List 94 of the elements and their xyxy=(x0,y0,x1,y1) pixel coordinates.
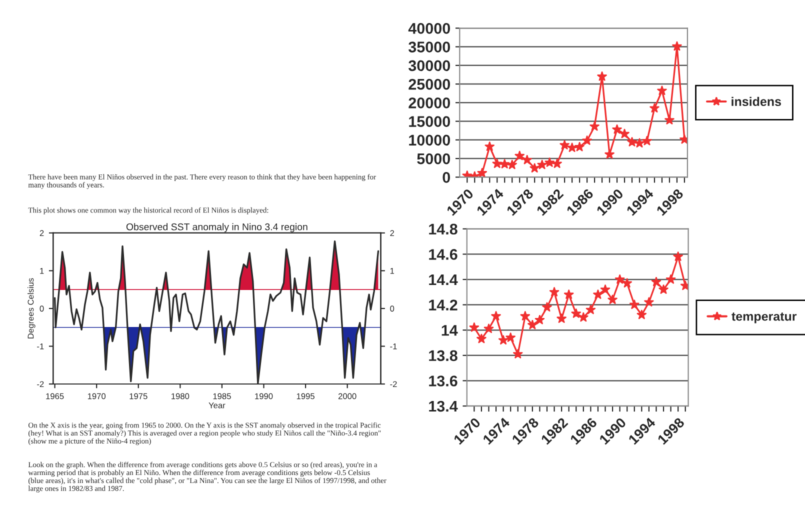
point xyxy=(570,308,582,318)
point xyxy=(626,136,638,147)
y-tick-label: 35000 xyxy=(408,42,450,52)
y-tick-label: 0 xyxy=(442,172,450,183)
point xyxy=(556,313,567,324)
y-tick-label: 40000 xyxy=(408,23,450,34)
legend-label: insidens xyxy=(732,96,781,106)
point xyxy=(622,278,632,288)
point xyxy=(514,150,525,160)
point xyxy=(596,71,608,82)
y-tick-label: 14 xyxy=(442,325,458,336)
x-tick-label: 1985 xyxy=(213,393,231,400)
point xyxy=(574,142,585,152)
point xyxy=(589,121,600,131)
point xyxy=(629,299,640,310)
point xyxy=(651,276,662,286)
point xyxy=(649,102,660,113)
y-tick-label: 10000 xyxy=(409,134,450,146)
point xyxy=(534,314,545,324)
point xyxy=(612,124,622,134)
y-tick-label: -1 xyxy=(37,344,44,350)
x-axis-title: Year xyxy=(208,402,226,408)
point xyxy=(484,141,495,152)
point xyxy=(600,284,610,294)
point xyxy=(582,135,592,146)
point xyxy=(634,138,645,148)
y-tick-label: 14.4 xyxy=(429,274,458,286)
point xyxy=(607,294,618,304)
point xyxy=(578,312,589,322)
y-tick-label: 13.4 xyxy=(429,400,458,412)
y-tick-label: 2 xyxy=(40,230,44,236)
point xyxy=(492,158,502,168)
y-tick-label: 14.8 xyxy=(429,224,458,235)
point xyxy=(498,334,508,345)
point xyxy=(592,289,604,300)
x-tick-label: 1990 xyxy=(255,393,273,400)
point xyxy=(664,114,675,125)
point xyxy=(619,128,630,138)
x-tick-label: 1980 xyxy=(172,393,190,400)
point xyxy=(505,332,516,342)
y-tick-label: 25000 xyxy=(408,78,450,90)
y2-tick-label: 2 xyxy=(390,230,394,236)
x-tick-label: 1995 xyxy=(296,393,314,400)
y2-tick-label: 1 xyxy=(390,268,394,274)
y-tick-label: 13.8 xyxy=(429,350,458,362)
y-axis-title: Degrees Celsius xyxy=(28,278,36,338)
point xyxy=(536,159,548,170)
chart-title: Observed SST anomaly in Nino 3.4 region xyxy=(126,223,308,232)
point xyxy=(527,320,538,330)
point xyxy=(549,286,560,297)
y-tick-label: 1 xyxy=(40,268,44,274)
point xyxy=(656,85,668,96)
y2-tick-label: -1 xyxy=(390,344,397,350)
point xyxy=(529,162,540,173)
legend-label: temperatur xyxy=(732,312,797,324)
y2-tick-label: -2 xyxy=(390,381,397,388)
y-tick-label: -2 xyxy=(37,381,44,388)
point xyxy=(586,304,596,314)
point xyxy=(476,168,488,178)
y-tick-label: 15000 xyxy=(409,116,450,127)
point xyxy=(506,159,518,170)
point xyxy=(559,140,570,150)
point xyxy=(552,158,562,168)
point xyxy=(642,136,652,146)
point xyxy=(564,289,574,300)
point xyxy=(520,310,530,321)
point xyxy=(666,274,676,284)
point xyxy=(512,348,524,359)
point xyxy=(672,41,682,51)
point xyxy=(636,310,647,320)
y-tick-label: 5000 xyxy=(417,153,450,164)
point xyxy=(604,149,615,159)
point xyxy=(484,323,494,334)
point xyxy=(672,251,684,262)
point xyxy=(644,296,654,307)
y-tick-label: 13.6 xyxy=(429,376,458,386)
point xyxy=(542,302,552,312)
point xyxy=(658,284,669,294)
x-tick-label: 1965 xyxy=(46,393,64,400)
y-tick-label: 30000 xyxy=(408,60,450,72)
y-tick-label: 14.2 xyxy=(429,300,458,310)
point xyxy=(490,310,502,321)
point xyxy=(522,154,532,164)
point xyxy=(469,322,480,332)
x-tick-label: 1975 xyxy=(130,393,148,400)
y-tick-label: 0 xyxy=(40,306,44,312)
x-tick-label: 1970 xyxy=(88,393,106,400)
y-tick-label: 14.6 xyxy=(429,249,458,260)
y2-tick-label: 0 xyxy=(390,306,394,312)
point xyxy=(544,157,555,168)
point xyxy=(614,274,625,284)
y-tick-label: 20000 xyxy=(408,98,450,108)
x-tick-label: 2000 xyxy=(338,393,356,400)
point xyxy=(476,334,487,344)
